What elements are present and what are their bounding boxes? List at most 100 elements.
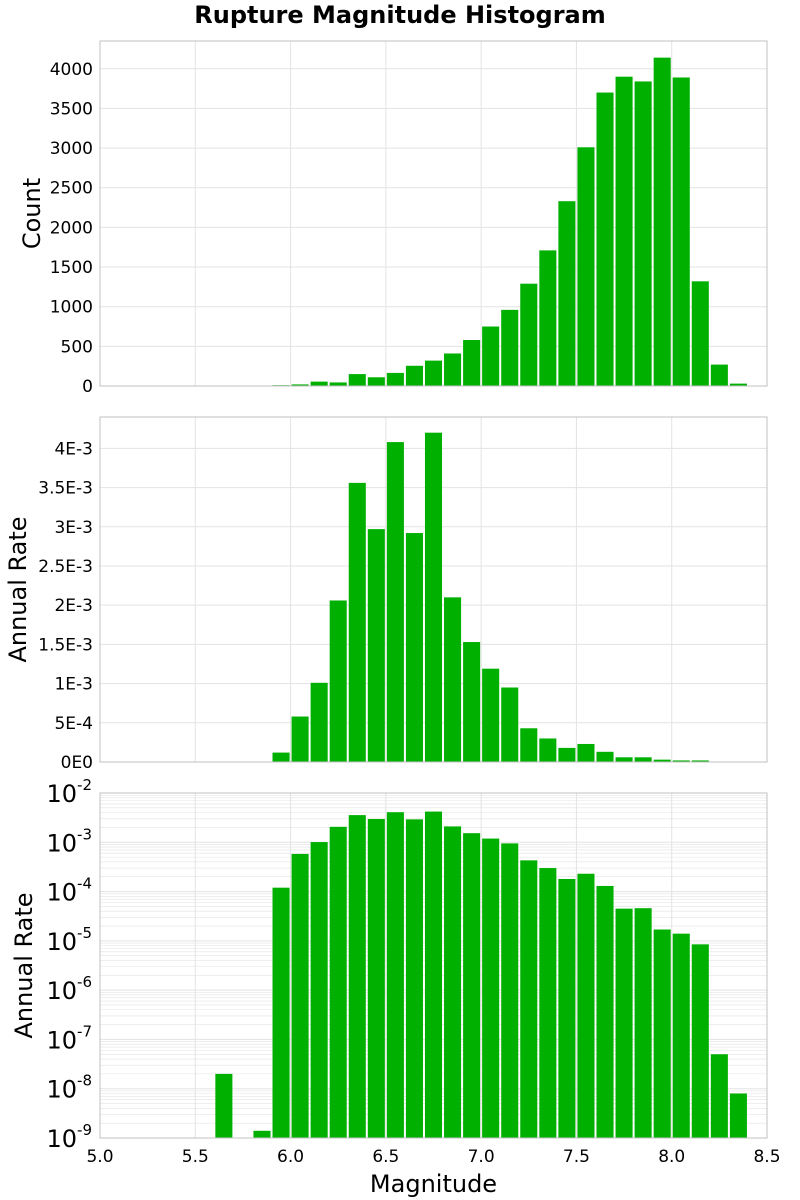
histogram-bar bbox=[482, 668, 500, 762]
histogram-bar bbox=[310, 682, 328, 762]
histogram-bar bbox=[291, 853, 309, 1138]
y-axis-label: Annual Rate bbox=[4, 516, 32, 662]
y-tick-label: 10-8 bbox=[46, 1072, 92, 1104]
y-tick-label: 10-5 bbox=[46, 924, 92, 956]
histogram-bar bbox=[310, 381, 328, 386]
histogram-bar bbox=[672, 933, 690, 1138]
y-tick-label: 3.5E-3 bbox=[38, 479, 93, 499]
histogram-bar bbox=[520, 860, 538, 1138]
y-tick-label: 2E-3 bbox=[54, 596, 93, 616]
plot-frame bbox=[99, 416, 768, 763]
histogram-bar bbox=[596, 751, 614, 762]
histogram-bar bbox=[672, 77, 690, 386]
histogram-bar bbox=[444, 353, 462, 386]
x-tick-label: 6.0 bbox=[277, 1147, 304, 1167]
y-axis-label: Annual Rate bbox=[10, 892, 38, 1038]
histogram-bar bbox=[539, 868, 557, 1138]
y-tick-label: 10-9 bbox=[46, 1121, 92, 1153]
histogram-bar bbox=[405, 533, 423, 762]
histogram-bar bbox=[558, 878, 576, 1138]
y-tick-label: 4E-3 bbox=[54, 439, 93, 459]
histogram-bar bbox=[367, 818, 385, 1138]
histogram-bar bbox=[691, 760, 709, 762]
y-tick-label: 3500 bbox=[50, 99, 93, 119]
y-tick-label: 500 bbox=[61, 337, 93, 357]
y-tick-label: 10-6 bbox=[46, 973, 92, 1005]
y-tick-label: 3E-3 bbox=[54, 518, 93, 538]
histogram-bar bbox=[310, 842, 328, 1138]
plot-frame bbox=[99, 40, 768, 387]
y-tick-label: 10-7 bbox=[46, 1022, 92, 1054]
histogram-bar bbox=[577, 873, 595, 1138]
histogram-bar bbox=[272, 887, 290, 1138]
histogram-bar bbox=[501, 687, 519, 762]
histogram-bar bbox=[386, 372, 404, 386]
histogram-bar bbox=[424, 811, 443, 1138]
x-axis-label: Magnitude bbox=[370, 1170, 497, 1198]
histogram-bar bbox=[672, 760, 690, 762]
y-tick-label: 1E-3 bbox=[54, 675, 93, 695]
histogram-bar bbox=[539, 738, 557, 762]
histogram-bar bbox=[729, 1093, 747, 1138]
y-tick-label: 1500 bbox=[50, 258, 93, 278]
histogram-bar bbox=[482, 326, 500, 386]
histogram-bar bbox=[329, 826, 347, 1138]
histogram-bar bbox=[463, 340, 481, 386]
histogram-bar bbox=[348, 482, 366, 762]
histogram-bar bbox=[653, 929, 671, 1138]
annual-rate-log-panel: 10-9 10-8 10-7 10-6 10-5 10-4 10-3 10-2 Annual R… bbox=[10, 776, 781, 1198]
plot-frame bbox=[99, 792, 768, 1139]
y-tick-label: 2.5E-3 bbox=[38, 557, 93, 577]
y-tick-label: 2500 bbox=[50, 179, 93, 199]
histogram-bar bbox=[329, 382, 347, 386]
y-tick-label: 0E0 bbox=[61, 753, 93, 773]
histogram-bar bbox=[348, 374, 366, 386]
histogram-bar bbox=[710, 1054, 728, 1138]
histogram-bar bbox=[691, 281, 709, 386]
histogram-bar bbox=[482, 838, 500, 1138]
histogram-bar bbox=[596, 885, 614, 1138]
histogram-bar bbox=[463, 833, 481, 1138]
annual-rate-linear-panel: 0E0 5E-4 1E-3 1.5E-3 2E-3 2.5E-3 3E-3 3.5E-3 4E-… bbox=[4, 416, 768, 773]
y-tick-label: 0 bbox=[82, 377, 93, 397]
histogram-bar bbox=[634, 908, 652, 1138]
histogram-bar bbox=[253, 1130, 271, 1138]
histogram-bar bbox=[405, 819, 423, 1138]
histogram-bar bbox=[348, 815, 366, 1138]
x-tick-label: 6.5 bbox=[372, 1147, 399, 1167]
histogram-bar bbox=[539, 250, 557, 386]
x-tick-label: 8.5 bbox=[753, 1147, 780, 1167]
histogram-bar bbox=[596, 92, 614, 386]
histogram-bar bbox=[329, 600, 347, 762]
y-tick-label: 10-3 bbox=[46, 825, 92, 857]
chart-title: Rupture Magnitude Histogram bbox=[194, 1, 606, 29]
histogram-bar bbox=[291, 384, 309, 386]
histogram-bar bbox=[291, 716, 309, 762]
histogram-bar bbox=[558, 201, 576, 386]
histogram-bar bbox=[386, 442, 404, 762]
histogram-bar bbox=[710, 364, 728, 386]
x-tick-label: 5.0 bbox=[86, 1147, 113, 1167]
y-tick-label: 10-4 bbox=[46, 875, 92, 907]
histogram-bar bbox=[272, 752, 290, 762]
histogram-bar bbox=[501, 843, 519, 1138]
y-tick-label: 1.5E-3 bbox=[38, 635, 93, 655]
y-tick-label: 10-2 bbox=[46, 776, 92, 808]
histogram-bar bbox=[520, 283, 538, 386]
x-tick-label: 7.0 bbox=[468, 1147, 495, 1167]
histogram-bar bbox=[424, 432, 443, 762]
histogram-bar bbox=[634, 757, 652, 762]
histogram-bar bbox=[653, 759, 671, 762]
histogram-bar bbox=[577, 147, 595, 386]
x-tick-label: 5.5 bbox=[182, 1147, 209, 1167]
histogram-bar bbox=[691, 944, 709, 1138]
count-panel: 0 500 1000 1500 2000 2500 3000 3500 4000 Count bbox=[18, 40, 768, 397]
histogram-bar bbox=[405, 365, 423, 386]
histogram-bar bbox=[520, 728, 538, 762]
histogram-bar bbox=[424, 360, 443, 386]
histogram-bar bbox=[615, 76, 633, 387]
histogram-bar bbox=[615, 908, 633, 1138]
y-tick-label: 2000 bbox=[50, 218, 93, 238]
histogram-bar bbox=[558, 747, 576, 762]
